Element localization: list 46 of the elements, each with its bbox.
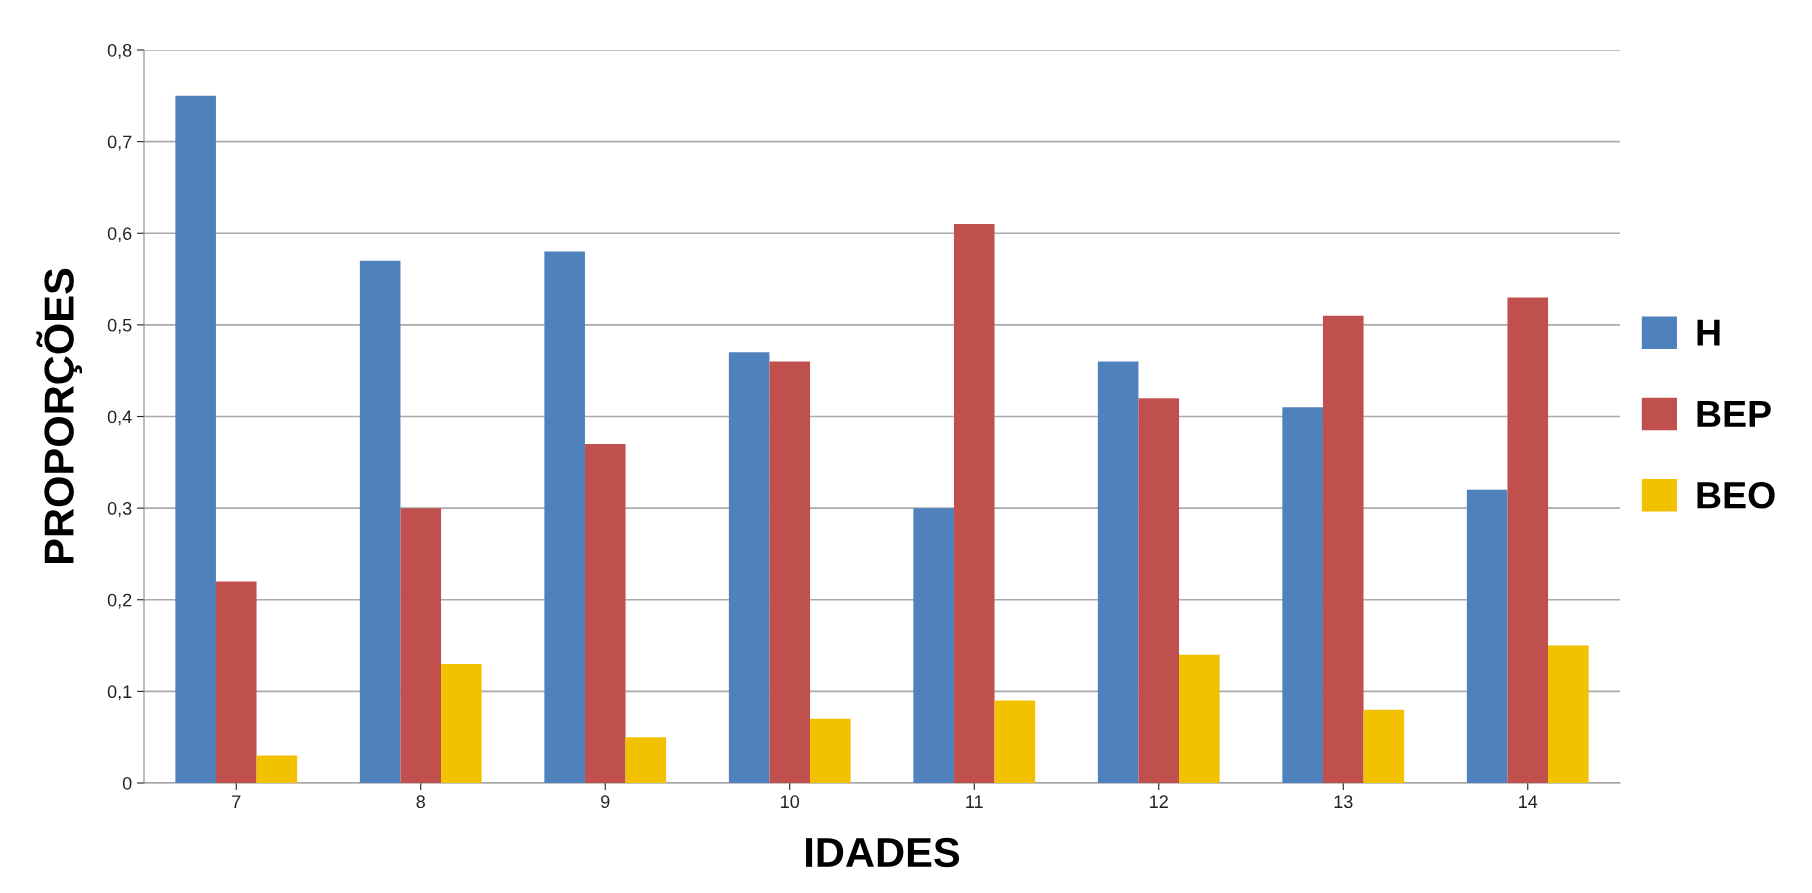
bar bbox=[400, 508, 442, 783]
y-tick-label: 0,2 bbox=[107, 593, 132, 609]
bar bbox=[1282, 407, 1323, 783]
y-tick-label: 0,6 bbox=[107, 227, 132, 243]
legend-label: BEP bbox=[1697, 401, 1771, 427]
legend-label: BEO bbox=[1697, 481, 1775, 509]
y-tick-label: 0,3 bbox=[107, 502, 132, 517]
x-tick-label: 12 bbox=[1150, 795, 1168, 808]
y-tick-label: 0 bbox=[122, 776, 132, 790]
y-tick-label: 0,1 bbox=[107, 685, 132, 701]
x-tick-label: 8 bbox=[416, 795, 425, 809]
bar bbox=[1363, 709, 1405, 783]
bar bbox=[441, 663, 482, 783]
bar bbox=[1548, 645, 1589, 783]
x-tick-label: 7 bbox=[232, 795, 241, 808]
y-tick-label: 0,4 bbox=[107, 410, 132, 426]
legend-label: H bbox=[1697, 319, 1720, 346]
bar bbox=[175, 95, 216, 783]
bar bbox=[625, 737, 667, 783]
bar bbox=[728, 352, 770, 783]
bar bbox=[913, 508, 954, 783]
y-tick-label: 0,7 bbox=[107, 135, 132, 151]
bar bbox=[544, 251, 585, 783]
bar bbox=[584, 443, 626, 783]
x-tick-label: 9 bbox=[601, 795, 610, 809]
bar bbox=[256, 755, 298, 783]
x-tick-label: 10 bbox=[781, 795, 800, 809]
bar bbox=[1138, 398, 1180, 783]
y-tick-label: 0,8 bbox=[107, 43, 132, 59]
y-axis-title: PROPORÇÕES bbox=[36, 268, 83, 564]
bar bbox=[769, 361, 811, 783]
bar bbox=[953, 224, 995, 783]
bar bbox=[1466, 489, 1508, 783]
bar bbox=[1507, 297, 1549, 783]
x-tick-label: 11 bbox=[966, 795, 983, 808]
y-tick-label: 0,5 bbox=[107, 318, 132, 334]
bar bbox=[215, 581, 257, 783]
bar bbox=[994, 700, 1036, 783]
bar bbox=[810, 718, 851, 783]
bar bbox=[359, 260, 401, 783]
x-tick-label: 13 bbox=[1334, 795, 1353, 809]
x-tick-label: 14 bbox=[1519, 795, 1538, 808]
bar bbox=[1179, 654, 1220, 783]
x-axis-title: IDADES bbox=[806, 837, 960, 868]
bar bbox=[1322, 315, 1364, 783]
bar bbox=[1097, 361, 1139, 783]
